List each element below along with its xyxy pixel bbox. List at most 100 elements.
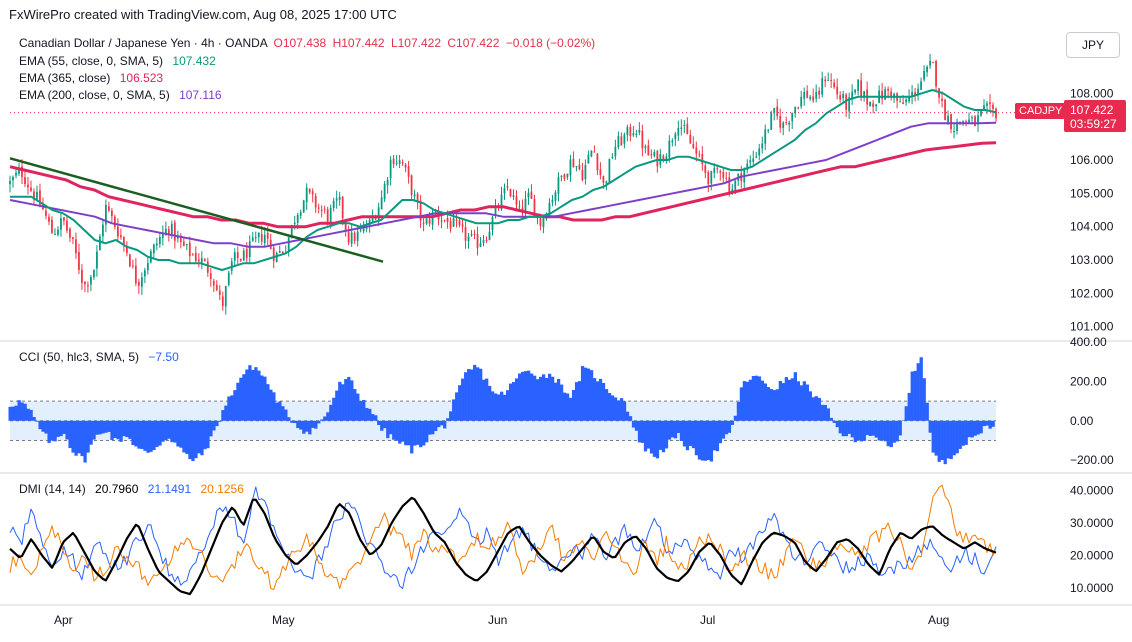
cci-bar: [820, 404, 824, 421]
cci-bar: [191, 420, 195, 462]
ema200-label: EMA (200, close, 0, SMA, 5): [19, 88, 170, 102]
ema55-line: [10, 89, 997, 271]
candle-body: [596, 153, 599, 171]
candle-body: [326, 209, 329, 222]
cci-bar: [143, 420, 147, 451]
cci-bar: [83, 420, 87, 463]
candle-body: [617, 136, 620, 148]
cci-bar: [422, 420, 426, 446]
candle-body: [413, 194, 416, 197]
ema365-legend[interactable]: EMA (365, close) 106.523: [19, 71, 163, 85]
cci-bar: [865, 420, 869, 436]
cci-bar: [838, 420, 842, 434]
cci-bar: [122, 420, 126, 437]
cci-bar: [649, 420, 654, 454]
cci-bar: [790, 378, 795, 421]
cci-bar: [856, 420, 860, 441]
candle-body: [404, 164, 407, 168]
candle-body: [461, 224, 464, 227]
cci-bar: [988, 420, 992, 429]
cci-bar: [506, 390, 510, 421]
cci-bar: [434, 420, 438, 432]
candle-body: [266, 232, 269, 239]
candle-body: [203, 259, 206, 262]
candle-body: [455, 219, 458, 221]
cci-bar: [347, 376, 351, 421]
cci-bar: [955, 420, 959, 454]
candle-body: [398, 160, 401, 164]
candle-body: [635, 133, 638, 136]
cci-bar: [350, 380, 354, 421]
candle-body: [419, 200, 422, 221]
cci-bar: [338, 381, 342, 421]
cci-bar: [431, 420, 435, 435]
candle-body: [467, 236, 470, 242]
cci-bar: [610, 395, 615, 421]
candle-body: [108, 206, 110, 211]
pane-separators: [0, 340, 1132, 606]
candle-body: [341, 196, 344, 219]
cci-bar: [362, 399, 366, 421]
cci-bar: [188, 420, 192, 460]
cci-bar: [934, 420, 938, 456]
cci-bar: [739, 387, 744, 421]
cci-legend[interactable]: CCI (50, hlc3, SMA, 5) −7.50: [19, 350, 179, 364]
cci-bar: [721, 420, 726, 439]
cci-bar: [248, 365, 252, 421]
cci-bar: [68, 420, 72, 448]
cci-bar: [529, 373, 534, 421]
candle-body: [968, 119, 970, 124]
candle-body: [377, 207, 380, 220]
cci-bar: [670, 420, 675, 438]
candle-body: [887, 88, 890, 91]
cci-bar: [736, 401, 741, 421]
candle-body: [293, 222, 296, 225]
candle-body: [134, 265, 137, 284]
cci-bar: [826, 408, 830, 421]
cci-bar: [541, 374, 546, 421]
cci-bar: [311, 420, 315, 428]
candle-body: [302, 200, 305, 213]
ema55-legend[interactable]: EMA (55, close, 0, SMA, 5) 107.432: [19, 54, 216, 68]
cci-bar: [245, 369, 249, 421]
currency-button[interactable]: JPY: [1066, 32, 1120, 58]
ema55-label: EMA (55, close, 0, SMA, 5): [19, 54, 164, 68]
candle-body: [824, 79, 827, 82]
cci-bar: [392, 420, 396, 440]
trendline[interactable]: [9, 157, 384, 263]
candle-body: [854, 89, 857, 93]
cci-bar: [898, 420, 902, 436]
candle-body: [401, 162, 404, 164]
candle-body: [485, 240, 488, 242]
candle-body: [977, 115, 979, 125]
cci-bar: [131, 420, 135, 446]
candle-body: [770, 112, 773, 130]
cci-bar: [428, 420, 432, 435]
dmi-legend[interactable]: DMI (14, 14) 20.7960 21.1491 20.1256: [19, 482, 244, 496]
candle-body: [971, 117, 973, 119]
candle-body: [18, 167, 20, 174]
cci-bar: [194, 420, 198, 459]
cci-bar: [293, 420, 297, 424]
dmi-tick-label: 20.0000: [1070, 548, 1114, 562]
candle-body: [590, 150, 593, 157]
candle-body: [836, 86, 839, 95]
cci-bar: [691, 420, 696, 449]
cci-bar: [844, 420, 848, 437]
candle-body: [500, 194, 503, 210]
candle-body: [305, 187, 308, 203]
cci-value: −7.50: [148, 350, 179, 364]
cci-bar: [203, 420, 207, 450]
candle-body: [956, 121, 958, 131]
candle-body: [848, 97, 851, 112]
cci-bar: [359, 401, 363, 421]
candle-body: [680, 127, 683, 129]
ema200-legend[interactable]: EMA (200, close, 0, SMA, 5) 107.116: [19, 88, 222, 102]
cci-bar: [146, 420, 150, 453]
cci-bar: [281, 406, 285, 421]
candle-body: [917, 88, 919, 95]
dmi-adx-value: 20.7960: [95, 482, 139, 496]
cci-bar: [134, 420, 138, 447]
ohlc-low: L107.422: [390, 36, 442, 50]
candle-body: [530, 191, 533, 199]
